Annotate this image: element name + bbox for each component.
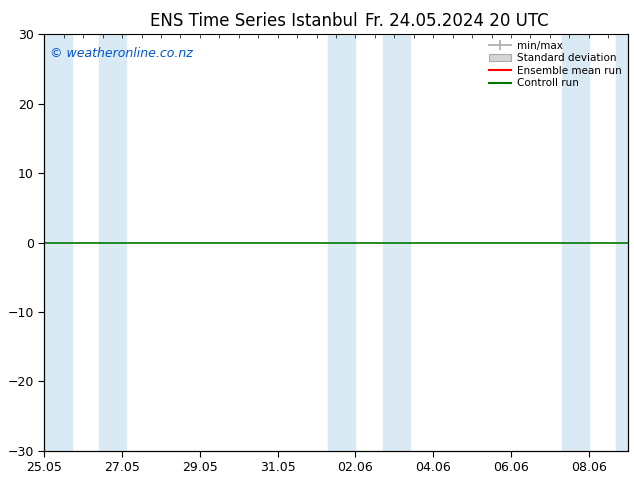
- Text: ENS Time Series Istanbul: ENS Time Series Istanbul: [150, 12, 358, 30]
- Bar: [44, 34, 72, 451]
- Bar: [383, 34, 410, 451]
- Bar: [562, 34, 589, 451]
- Text: Fr. 24.05.2024 20 UTC: Fr. 24.05.2024 20 UTC: [365, 12, 548, 30]
- Legend: min/max, Standard deviation, Ensemble mean run, Controll run: min/max, Standard deviation, Ensemble me…: [484, 36, 626, 93]
- Bar: [328, 34, 356, 451]
- Bar: [99, 34, 126, 451]
- Text: © weatheronline.co.nz: © weatheronline.co.nz: [50, 47, 193, 60]
- Bar: [616, 34, 628, 451]
